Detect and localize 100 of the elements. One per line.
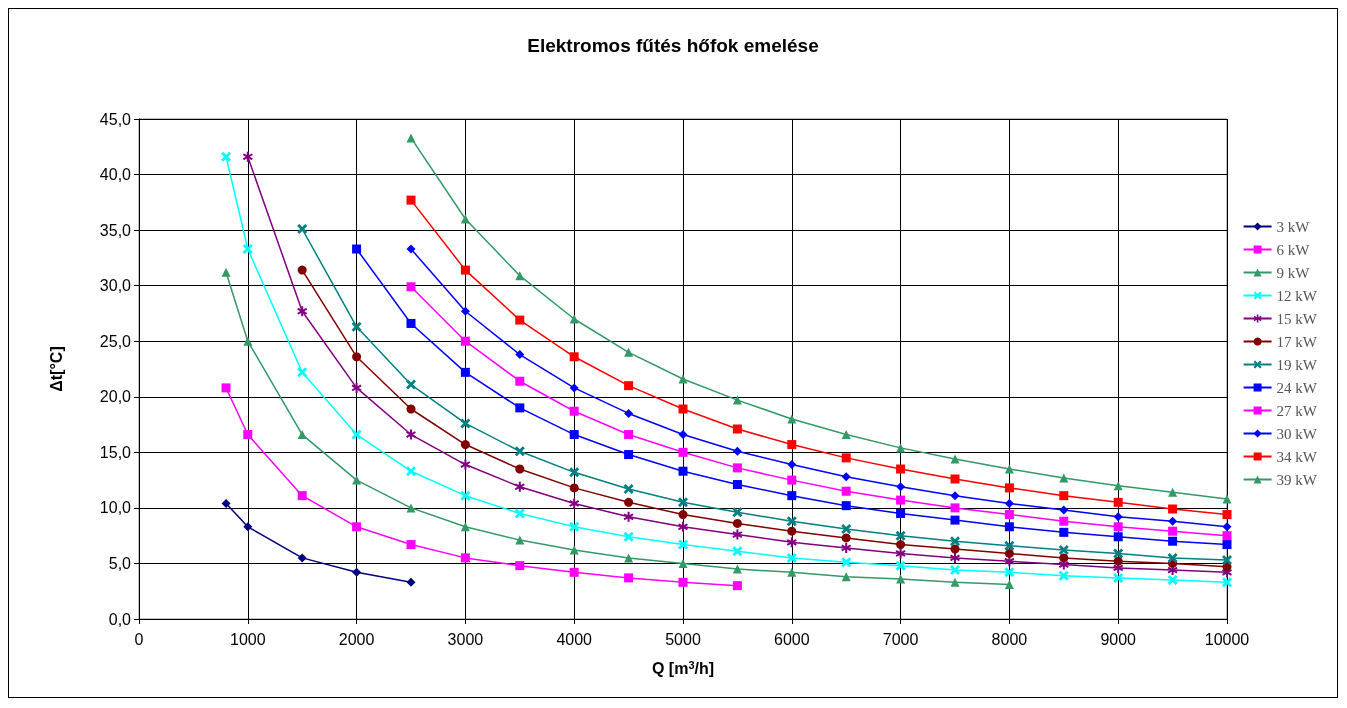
point: [569, 430, 579, 440]
x-tick-label: 7000: [882, 630, 919, 648]
point: [841, 533, 851, 543]
point: [297, 224, 308, 234]
point: [950, 503, 960, 513]
point: [243, 522, 253, 532]
legend-label: 19 kW: [1276, 356, 1318, 373]
point: [732, 480, 742, 490]
point: [678, 577, 688, 587]
point: [1004, 556, 1015, 567]
point: [1004, 498, 1014, 508]
point: [221, 498, 231, 508]
point: [460, 418, 471, 429]
legend-label: 3 kW: [1276, 218, 1311, 235]
point: [406, 195, 416, 205]
point: [351, 382, 362, 393]
point: [515, 535, 525, 545]
x-tick-label: 10000: [1204, 630, 1250, 648]
legend-label: 6 kW: [1276, 241, 1311, 258]
point: [1222, 531, 1232, 541]
point: [1113, 522, 1123, 532]
point: [460, 459, 471, 470]
point: [678, 521, 688, 532]
point: [950, 565, 960, 576]
point: [569, 352, 579, 362]
point: [1168, 504, 1178, 514]
point: [732, 529, 743, 540]
point: [624, 408, 634, 418]
point: [515, 376, 525, 386]
point: [569, 467, 580, 478]
point: [1004, 464, 1014, 474]
y-tick-label: 30,0: [99, 277, 132, 295]
point: [515, 464, 525, 474]
point: [732, 581, 742, 591]
point: [732, 546, 743, 557]
point: [406, 404, 416, 414]
point: [950, 491, 960, 501]
point: [1222, 577, 1232, 588]
y-tick-label: 45,0: [99, 110, 132, 128]
point: [297, 265, 307, 275]
point: [678, 539, 688, 550]
point: [352, 244, 362, 254]
point: [787, 475, 797, 485]
point: [569, 314, 579, 324]
point: [569, 383, 579, 393]
point: [678, 558, 688, 568]
point: [1058, 545, 1069, 556]
point: [1113, 548, 1124, 559]
point: [406, 318, 416, 328]
point: [406, 429, 416, 440]
point: [243, 336, 253, 346]
point: [243, 430, 253, 440]
y-tick-label: 0,0: [108, 610, 132, 628]
point: [950, 454, 960, 464]
point: [569, 498, 580, 509]
point: [1004, 483, 1014, 493]
y-tick-label: 5,0: [108, 554, 132, 572]
point: [950, 577, 960, 587]
point: [623, 511, 634, 522]
point: [514, 446, 525, 457]
point: [406, 577, 416, 587]
point: [950, 552, 960, 563]
point: [896, 495, 906, 505]
point: [460, 214, 470, 224]
point: [1059, 516, 1069, 526]
point: [896, 574, 906, 584]
x-tick-label: 5000: [665, 630, 701, 648]
point: [569, 567, 579, 577]
point: [895, 560, 906, 571]
point: [514, 508, 525, 519]
y-tick-label: 15,0: [99, 443, 132, 461]
point: [221, 151, 232, 162]
y-tick-label: 10,0: [99, 499, 132, 517]
x-tick-label: 6000: [774, 630, 810, 648]
point: [896, 482, 906, 492]
point: [515, 561, 525, 571]
point: [297, 367, 308, 378]
point: [1059, 553, 1069, 563]
point: [297, 306, 308, 317]
point: [841, 453, 851, 463]
point: [841, 472, 851, 482]
point: [1004, 522, 1014, 532]
point: [787, 414, 797, 424]
point: [221, 383, 231, 393]
point: [1168, 536, 1178, 546]
point: [678, 466, 688, 476]
x-tick-label: 8000: [991, 630, 1028, 648]
point: [515, 350, 525, 360]
point: [1168, 526, 1178, 536]
point: [1004, 540, 1015, 551]
point: [242, 244, 253, 254]
legend-label: 39 kW: [1276, 471, 1318, 488]
y-tick-label: 35,0: [99, 221, 132, 239]
point: [732, 507, 743, 518]
point: [678, 374, 688, 384]
point: [406, 282, 416, 292]
point: [895, 548, 906, 559]
point: [1059, 527, 1069, 537]
point: [624, 430, 634, 440]
point: [950, 515, 960, 525]
